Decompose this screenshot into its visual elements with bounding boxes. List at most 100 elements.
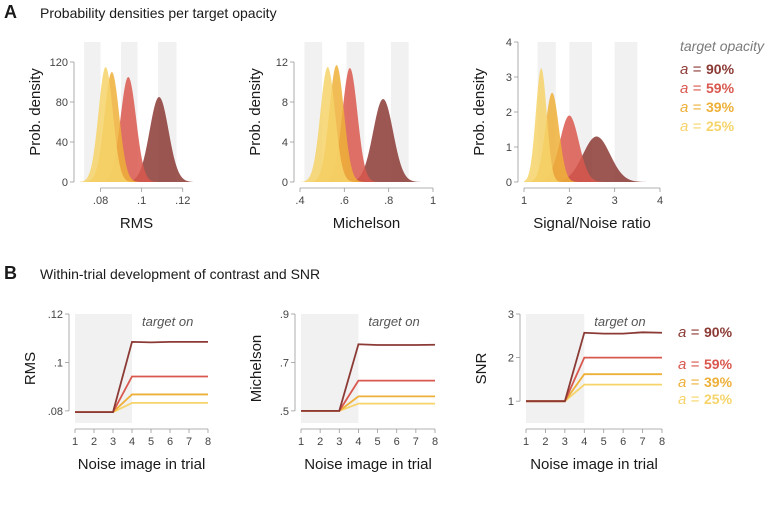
x-tick-label: 6	[167, 436, 173, 448]
legend-entry-90: a = 90%	[680, 61, 735, 78]
legend-entry-59: a = 59%	[680, 80, 735, 97]
density-curve-39	[307, 65, 366, 182]
legend-value-90: 90%	[704, 324, 733, 340]
y-tick-label: 3	[506, 72, 512, 84]
y-tick-label: 4	[506, 37, 512, 49]
density-curve-59	[319, 68, 381, 182]
x-tick-label: 5	[601, 436, 607, 448]
legend-symbol: a =	[680, 80, 702, 97]
y-tick-label: 0	[506, 177, 512, 189]
legend-symbol: a =	[680, 118, 702, 135]
x-tick-label: 1	[430, 195, 436, 207]
legend: target opacity a = 90% a = 59% a = 39% a…	[680, 38, 765, 135]
x-tick-label: .4	[295, 195, 304, 207]
legend-value-39: 39%	[704, 374, 733, 390]
legend-symbol: a =	[678, 391, 700, 408]
x-tick-label: .08	[93, 195, 108, 207]
x-tick-label: 2	[566, 195, 572, 207]
chart-a-mich: 0 4 8 12 .4 .6 .8 1 Michelson Prob. density	[247, 42, 436, 232]
legend-symbol: a =	[678, 356, 700, 373]
x-axis-label: RMS	[120, 215, 153, 232]
x-axis-label: Noise image in trial	[530, 456, 658, 473]
x-tick-label: 6	[620, 436, 626, 448]
series-line-90	[75, 340, 208, 413]
legend-value-25: 25%	[706, 118, 735, 134]
x-tick-label: 4	[355, 436, 361, 448]
panel-a-title: Probability densities per target opacity	[40, 5, 277, 21]
y-tick-label: .12	[48, 309, 63, 321]
y-tick-label: .7	[280, 357, 289, 369]
x-tick-label: 8	[659, 436, 665, 448]
x-tick-label: 3	[110, 436, 116, 448]
x-tick-label: 5	[148, 436, 154, 448]
x-tick-label: 8	[432, 436, 438, 448]
legend-value-59: 59%	[704, 356, 733, 372]
y-tick-label: 8	[282, 97, 288, 109]
x-axis-label: Signal/Noise ratio	[533, 215, 651, 232]
y-tick-label: 4	[282, 137, 288, 149]
x-axis-label: Noise image in trial	[78, 456, 206, 473]
density-curve-90	[542, 136, 651, 182]
y-tick-label: 2	[508, 353, 514, 365]
y-tick-label: 40	[56, 137, 68, 149]
panel-b-title: Within-trial development of contrast and…	[40, 266, 320, 282]
x-tick-label: 4	[129, 436, 135, 448]
x-tick-label: 5	[375, 436, 381, 448]
panel-b-letter: B	[4, 263, 17, 283]
legend-value-90: 90%	[706, 61, 735, 77]
pre-target-shade	[526, 314, 585, 423]
legend-symbol: a =	[680, 99, 702, 116]
x-tick-label: .1	[137, 195, 146, 207]
y-axis-label: Prob. density	[247, 68, 264, 156]
x-tick-label: 1	[72, 436, 78, 448]
legend-symbol: a =	[678, 324, 700, 341]
y-tick-label: .5	[280, 406, 289, 418]
background-band	[614, 42, 638, 182]
pre-target-shade	[75, 314, 132, 423]
x-tick-label: 3	[562, 436, 568, 448]
density-curve-59	[97, 77, 160, 182]
x-tick-label: 3	[336, 436, 342, 448]
x-tick-label: .8	[384, 195, 393, 207]
target-on-annotation: target on	[594, 314, 645, 329]
legend-symbol: a =	[680, 61, 702, 78]
x-tick-label: .6	[340, 195, 349, 207]
legend-value-25: 25%	[704, 391, 733, 407]
legend-entry-25: a = 25%	[680, 118, 735, 135]
y-axis-label: RMS	[22, 352, 39, 385]
x-tick-label: 2	[542, 436, 548, 448]
y-tick-label: .9	[280, 309, 289, 321]
target-on-annotation: target on	[142, 314, 193, 329]
density-curve-90	[121, 97, 193, 182]
y-tick-label: 0	[282, 177, 288, 189]
x-tick-label: 4	[657, 195, 663, 207]
x-tick-label: 7	[413, 436, 419, 448]
legend-b-entry-90: a = 90%	[678, 324, 733, 341]
y-tick-label: 2	[506, 107, 512, 119]
series-line-90	[301, 343, 436, 412]
y-tick-label: 1	[508, 396, 514, 408]
x-axis-label: Noise image in trial	[304, 456, 432, 473]
y-axis-label: Prob. density	[27, 68, 44, 156]
x-tick-label: 1	[298, 436, 304, 448]
x-tick-label: 7	[186, 436, 192, 448]
y-axis-label: SNR	[473, 352, 490, 384]
chart-b-rms: target on .08 .1 .12 1 2 3 4 5 6 7 8 Noise image in …	[22, 309, 211, 473]
chart-a-rms: 0 40 80 120 .08 .1 .12 RMS Prob. density	[27, 42, 193, 232]
legend-title: target opacity	[680, 38, 765, 54]
y-tick-label: .1	[54, 357, 63, 369]
density-curve-25	[80, 67, 135, 182]
legend-inline-b: a = 90% a = 59% a = 39% a = 25%	[678, 324, 733, 408]
x-tick-label: 2	[91, 436, 97, 448]
x-tick-label: 8	[205, 436, 211, 448]
pre-target-shade	[301, 314, 359, 423]
legend-value-59: 59%	[706, 80, 735, 96]
x-tick-label: 4	[581, 436, 587, 448]
legend-value-39: 39%	[706, 99, 735, 115]
panel-a-letter: A	[4, 2, 17, 22]
